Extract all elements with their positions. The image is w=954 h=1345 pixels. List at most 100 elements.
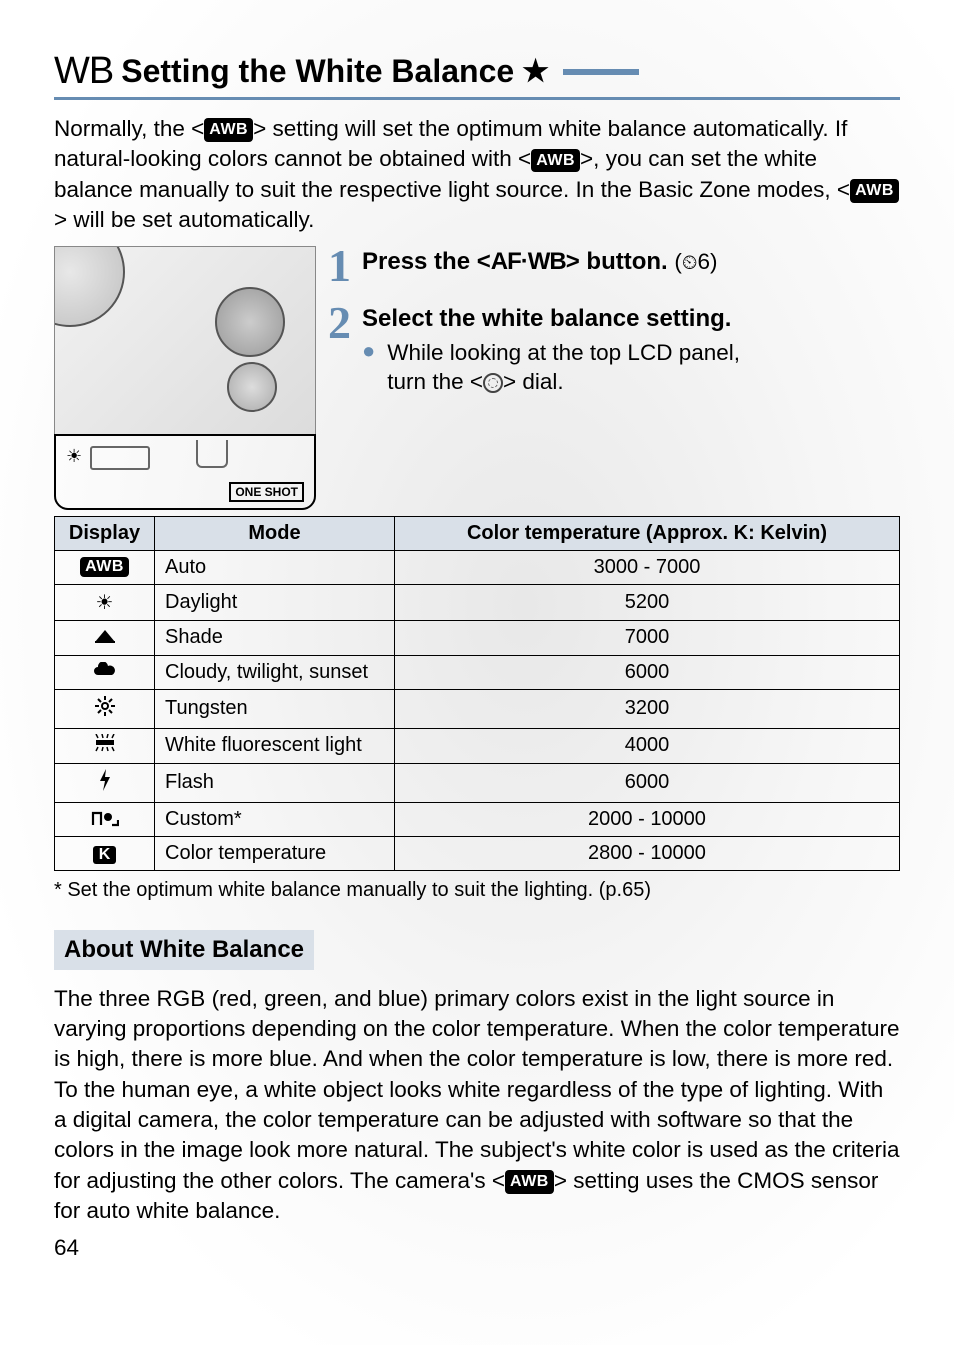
step-num-2: 2 xyxy=(328,303,356,397)
title-wb-prefix: WB xyxy=(54,50,113,93)
bullet-b-before: turn the < xyxy=(387,369,483,394)
cloud-icon-cell xyxy=(55,655,155,689)
table-row: ☀ Daylight 5200 xyxy=(55,584,900,620)
kelvin-cell: 2800 - 10000 xyxy=(395,836,900,870)
table-row: AWB Auto 3000 - 7000 xyxy=(55,550,900,584)
bullet-b-after: > dial. xyxy=(503,369,564,394)
intro-4a: In the Basic Zone modes, < xyxy=(576,177,851,202)
afwb-label: AF·WB xyxy=(491,248,566,275)
bullet-icon: ● xyxy=(362,338,375,397)
flash-icon-cell xyxy=(55,763,155,802)
kelvin-cell: 7000 xyxy=(395,620,900,655)
camera-illustration xyxy=(54,246,316,436)
mode-cell: Shade xyxy=(155,620,395,655)
cloud-icon xyxy=(92,662,118,678)
intro-4b: > will be set automatically. xyxy=(54,207,314,232)
step-1-heading: Press the <AF·WB> button. xyxy=(362,248,674,275)
kelvin-cell: 5200 xyxy=(395,584,900,620)
timer-value: 6 xyxy=(697,249,710,274)
awb-badge-icon: AWB xyxy=(505,1170,554,1194)
intro-1a: Normally, the < xyxy=(54,116,204,141)
table-row: K Color temperature 2800 - 10000 xyxy=(55,836,900,870)
step-1: 1 Press the <AF·WB> button. (⏲6) xyxy=(328,246,900,285)
awb-icon-cell: AWB xyxy=(55,550,155,584)
step1-b: > button. xyxy=(566,248,668,275)
mode-cell: Tungsten xyxy=(155,689,395,728)
mode-cell: Cloudy, twilight, sunset xyxy=(155,655,395,689)
awb-badge-icon: AWB xyxy=(531,149,580,173)
awb-badge-icon: AWB xyxy=(80,557,129,577)
title-underline xyxy=(54,97,900,100)
step-2-body: Select the white balance setting. ● Whil… xyxy=(362,303,900,397)
body-b-before: < xyxy=(492,1168,505,1193)
wb-table: Display Mode Color temperature (Approx. … xyxy=(54,516,900,871)
kelvin-cell: 2000 - 10000 xyxy=(395,802,900,836)
intro-1b: > setting will set the optimum white bal… xyxy=(253,116,686,141)
footnote: * Set the optimum white balance manually… xyxy=(54,879,900,902)
kelvin-cell: 3000 - 7000 xyxy=(395,550,900,584)
table-row: White fluorescent light 4000 xyxy=(55,728,900,763)
title-text: Setting the White Balance xyxy=(121,53,514,90)
bullet-a: While looking at the top LCD panel, xyxy=(387,340,740,365)
flash-icon xyxy=(98,769,112,791)
step-num-1: 1 xyxy=(328,246,356,285)
fluorescent-icon xyxy=(92,734,118,752)
table-body: AWB Auto 3000 - 7000 ☀ Daylight 5200 Sha… xyxy=(55,550,900,870)
step-2-heading: Select the white balance setting. xyxy=(362,303,900,334)
th-mode: Mode xyxy=(155,516,395,550)
awb-badge-icon: AWB xyxy=(204,118,253,142)
fluorescent-icon-cell xyxy=(55,728,155,763)
tungsten-icon xyxy=(94,695,116,717)
shade-icon xyxy=(93,626,117,644)
lcd-rect2-shape xyxy=(196,440,228,468)
mode-cell: White fluorescent light xyxy=(155,728,395,763)
shade-icon-cell xyxy=(55,620,155,655)
table-row: Shade 7000 xyxy=(55,620,900,655)
lcd-rect-shape xyxy=(90,446,150,470)
timer-prefix: ( xyxy=(674,249,682,274)
mode-cell: Daylight xyxy=(155,584,395,620)
section-body: The three RGB (red, green, and blue) pri… xyxy=(54,984,900,1227)
lens-shape xyxy=(54,246,125,327)
dial-icon xyxy=(483,373,503,393)
custom-icon-cell xyxy=(55,802,155,836)
step-2: 2 Select the white balance setting. ● Wh… xyxy=(328,303,900,397)
on-off-dial-shape xyxy=(227,362,277,412)
awb-badge-icon: AWB xyxy=(850,179,899,203)
intro-2b: >, xyxy=(580,146,599,171)
timer-suffix: ) xyxy=(710,249,718,274)
kelvin-cell: 6000 xyxy=(395,655,900,689)
timer-icon: ⏲ xyxy=(682,252,698,274)
mode-cell: Auto xyxy=(155,550,395,584)
illustration-column: ☀ ONE SHOT xyxy=(54,246,316,510)
custom-icon xyxy=(91,810,119,828)
set-dial-shape xyxy=(215,287,285,357)
kelvin-cell: 6000 xyxy=(395,763,900,802)
table-header-row: Display Mode Color temperature (Approx. … xyxy=(55,516,900,550)
kelvin-cell: 4000 xyxy=(395,728,900,763)
step-1-body: Press the <AF·WB> button. (⏲6) xyxy=(362,246,900,285)
body-a: The three RGB (red, green, and blue) pri… xyxy=(54,986,900,1193)
step-2-bullet: ● While looking at the top LCD panel, tu… xyxy=(362,338,900,397)
bullet-text: While looking at the top LCD panel, turn… xyxy=(387,338,740,397)
steps-area: ☀ ONE SHOT 1 Press the <AF·WB> button. (… xyxy=(54,246,900,510)
steps-column: 1 Press the <AF·WB> button. (⏲6) 2 Selec… xyxy=(328,246,900,510)
mode-cell: Flash xyxy=(155,763,395,802)
section-heading: About White Balance xyxy=(54,930,314,970)
th-display: Display xyxy=(55,516,155,550)
lcd-illustration: ☀ ONE SHOT xyxy=(54,434,316,510)
title-dash xyxy=(563,69,639,75)
tungsten-icon-cell xyxy=(55,689,155,728)
k-icon-cell: K xyxy=(55,836,155,870)
mode-cell: Custom* xyxy=(155,802,395,836)
table-row: Cloudy, twilight, sunset 6000 xyxy=(55,655,900,689)
table-row: Tungsten 3200 xyxy=(55,689,900,728)
title-star-icon: ★ xyxy=(522,54,549,89)
table-row: Flash 6000 xyxy=(55,763,900,802)
page-title-row: WB Setting the White Balance ★ xyxy=(54,50,900,93)
sun-icon: ☀ xyxy=(66,446,82,467)
oneshot-label: ONE SHOT xyxy=(229,482,304,502)
kelvin-cell: 3200 xyxy=(395,689,900,728)
k-badge-icon: K xyxy=(93,846,117,864)
step1-a: Press the < xyxy=(362,248,491,275)
